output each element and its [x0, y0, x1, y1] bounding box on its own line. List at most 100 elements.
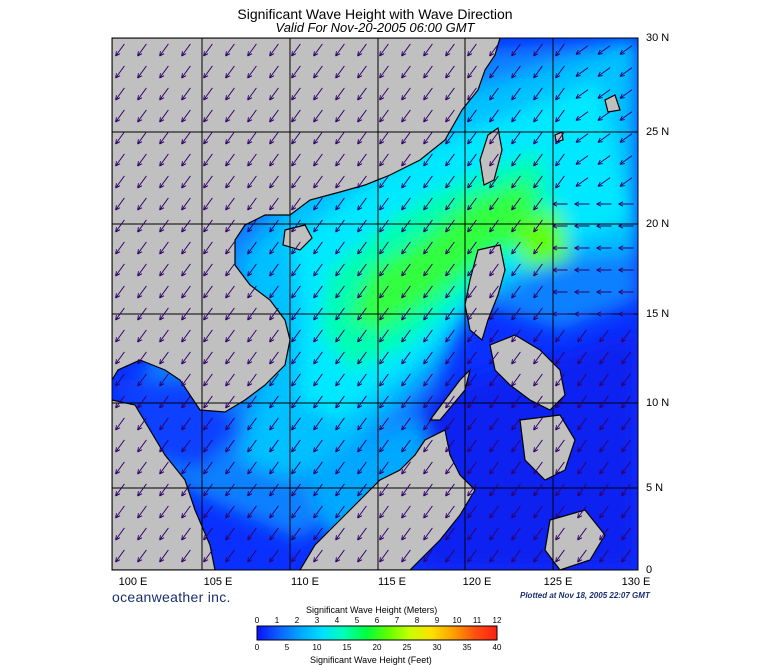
lon-label-125e: 125 E — [543, 576, 573, 588]
wave-direction-arrow — [511, 373, 521, 387]
wave-direction-arrow — [115, 329, 125, 343]
wave-direction-arrow — [445, 483, 455, 497]
wave-direction-arrow — [203, 109, 213, 123]
wave-direction-arrow — [225, 131, 235, 145]
wave-direction-arrow — [379, 87, 389, 101]
wave-direction-arrow — [291, 87, 301, 101]
wave-direction-arrow — [619, 155, 633, 165]
wave-direction-arrow — [555, 549, 565, 563]
wave-direction-arrow — [115, 285, 125, 299]
wave-direction-arrow — [159, 505, 169, 519]
wave-direction-arrow — [181, 549, 191, 563]
wave-direction-arrow — [181, 307, 191, 321]
wave-direction-arrow — [137, 329, 147, 343]
wave-direction-arrow — [555, 175, 565, 189]
wave-direction-arrow — [467, 65, 477, 79]
wave-direction-arrow — [137, 263, 147, 277]
wave-direction-arrow — [621, 395, 631, 409]
wave-direction-arrow — [137, 241, 147, 255]
wave-direction-arrow — [159, 131, 169, 145]
wave-direction-arrow — [489, 417, 499, 431]
wave-direction-arrow — [203, 175, 213, 189]
wave-direction-arrow — [203, 263, 213, 277]
wave-direction-arrow — [291, 241, 301, 255]
wave-direction-arrow — [489, 43, 499, 57]
wave-direction-arrow — [445, 65, 455, 79]
wave-direction-arrow — [401, 153, 411, 167]
wave-direction-arrow — [181, 109, 191, 123]
wave-direction-arrow — [445, 241, 455, 255]
wave-direction-arrow — [203, 395, 213, 409]
wave-direction-arrow — [511, 439, 521, 453]
wave-direction-arrow — [335, 87, 345, 101]
wave-direction-arrow — [313, 307, 323, 321]
wave-direction-arrow — [467, 197, 477, 211]
wave-direction-arrow — [203, 461, 213, 475]
lat-label-25n: 25 N — [646, 126, 670, 138]
wave-direction-arrow — [599, 439, 609, 453]
wave-direction-arrow — [599, 483, 609, 497]
wave-direction-arrow — [159, 329, 169, 343]
colorbar-tick-feet: 25 — [402, 643, 412, 652]
wave-direction-arrow — [533, 483, 543, 497]
wave-direction-arrow — [247, 219, 257, 233]
wave-direction-arrow — [247, 153, 257, 167]
colorbar-tick-meters: 1 — [274, 616, 280, 625]
wave-direction-arrow — [445, 131, 455, 145]
wave-direction-arrow — [291, 351, 301, 365]
wave-direction-arrow — [401, 329, 411, 343]
wave-direction-arrow — [269, 549, 279, 563]
wave-direction-arrow — [225, 43, 235, 57]
wave-direction-arrow — [247, 241, 257, 255]
wave-direction-arrow — [379, 461, 389, 475]
colorbar-tick-meters: 8 — [414, 616, 420, 625]
wave-direction-arrow — [599, 417, 609, 431]
wave-direction-arrow — [313, 197, 323, 211]
wave-direction-arrow — [335, 65, 345, 79]
wave-direction-arrow — [401, 219, 411, 233]
wave-direction-arrow — [313, 153, 323, 167]
wave-direction-arrow — [247, 483, 257, 497]
wave-direction-arrow — [291, 263, 301, 277]
lon-label-105e: 105 E — [203, 576, 233, 588]
wave-direction-arrow — [574, 267, 590, 273]
wave-direction-arrow — [575, 133, 589, 143]
wave-direction-arrow — [269, 373, 279, 387]
wave-direction-arrow — [247, 329, 257, 343]
wave-direction-arrow — [247, 549, 257, 563]
wave-direction-arrow — [445, 307, 455, 321]
wave-direction-arrow — [577, 439, 587, 453]
wave-direction-arrow — [247, 109, 257, 123]
wave-direction-arrow — [357, 483, 367, 497]
wave-direction-arrow — [115, 263, 125, 277]
wave-direction-arrow — [467, 285, 477, 299]
wave-direction-arrow — [291, 373, 301, 387]
wave-direction-arrow — [357, 373, 367, 387]
wave-direction-arrow — [599, 505, 609, 519]
wave-direction-arrow — [511, 109, 521, 123]
wave-direction-arrow — [115, 395, 125, 409]
wave-direction-arrow — [401, 65, 411, 79]
wave-direction-arrow — [159, 263, 169, 277]
wave-direction-arrow — [115, 175, 125, 189]
lon-label-115e: 115 E — [378, 576, 406, 588]
wave-direction-arrow — [555, 109, 565, 123]
wave-direction-arrow — [181, 351, 191, 365]
wave-direction-arrow — [618, 289, 634, 295]
wave-direction-arrow — [423, 329, 433, 343]
wave-direction-arrow — [137, 527, 147, 541]
wave-direction-arrow — [552, 267, 568, 273]
wave-direction-arrow — [533, 395, 543, 409]
wave-direction-arrow — [313, 549, 323, 563]
wave-direction-arrow — [423, 351, 433, 365]
wave-direction-arrow — [225, 395, 235, 409]
wave-direction-arrow — [555, 65, 565, 79]
wave-direction-arrow — [225, 307, 235, 321]
wave-direction-arrow — [335, 307, 345, 321]
wave-direction-arrow — [489, 175, 499, 189]
wave-direction-arrow — [401, 417, 411, 431]
wave-direction-arrow — [401, 351, 411, 365]
wave-direction-arrow — [511, 351, 521, 365]
wave-direction-arrow — [467, 109, 477, 123]
wave-direction-arrow — [335, 197, 345, 211]
